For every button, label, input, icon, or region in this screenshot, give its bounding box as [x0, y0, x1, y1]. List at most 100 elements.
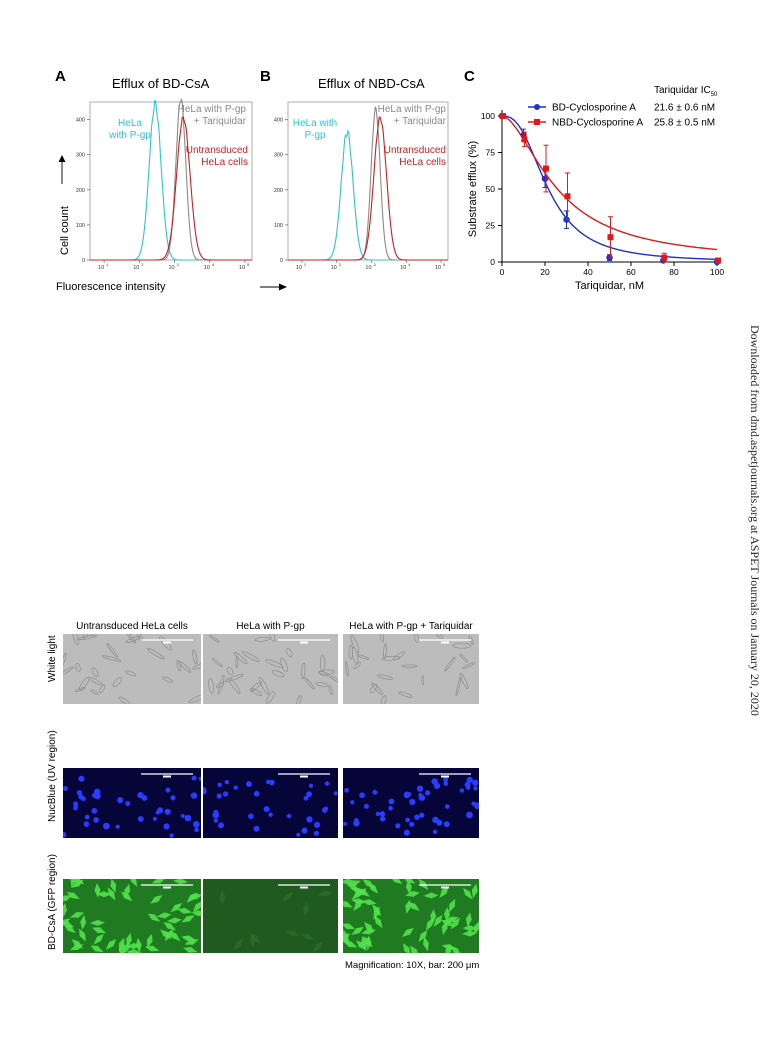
fluorescent-cell — [124, 883, 131, 899]
fluorescent-cell — [145, 945, 160, 952]
scale-bar-label — [163, 775, 171, 778]
x-tick-label: 80 — [669, 267, 679, 277]
fluorescent-cell — [343, 879, 356, 885]
x-tick-label: 100 — [710, 267, 724, 277]
fluorescent-cell — [70, 879, 84, 888]
cell-outline — [146, 648, 165, 660]
cell-outline — [350, 634, 360, 654]
nucleus — [78, 775, 85, 782]
fluorescent-cell — [405, 890, 420, 897]
cell-outline — [401, 664, 418, 668]
cell-outline — [421, 675, 425, 686]
y-tick-label: 100 — [274, 223, 283, 229]
x-tick-label: 10 — [435, 265, 441, 271]
panel-c-label: C — [464, 68, 475, 85]
legend-untransduced: HeLa cells — [201, 157, 248, 168]
nucleus — [407, 792, 412, 797]
cell-outline — [241, 651, 260, 662]
fluorescent-cell — [177, 907, 193, 914]
cell-outline — [63, 666, 75, 677]
cell-outline — [328, 685, 333, 695]
fluorescent-cell — [450, 917, 460, 930]
fluorescent-cell — [181, 935, 196, 942]
x-tick-exponent: 3 — [177, 262, 180, 267]
fluorescent-cell — [374, 915, 383, 929]
nucleus — [180, 813, 185, 818]
cell-outline — [459, 673, 469, 690]
cell-outline — [126, 634, 137, 644]
legend-hela-pgp: HeLa with — [293, 118, 337, 129]
fluorescent-cell — [79, 928, 86, 942]
nucleus — [268, 812, 273, 817]
nucleus — [466, 776, 473, 784]
x-tick-label: 10 — [365, 265, 371, 271]
data-point-nbd — [500, 113, 506, 119]
nucleus — [169, 833, 174, 838]
micrograph-gfp-tariquidar — [343, 879, 479, 953]
legend-hela-pgp: HeLa — [118, 118, 142, 129]
data-point-nbd — [715, 257, 721, 264]
row-label-white-light: White light — [47, 635, 58, 682]
y-tick-label: 300 — [274, 153, 283, 159]
nucleus — [248, 813, 254, 819]
fluorescent-cell — [343, 923, 356, 930]
x-tick-label: 20 — [540, 267, 550, 277]
nucleus — [253, 790, 260, 797]
nucleus — [296, 832, 301, 837]
nucleus — [403, 829, 410, 836]
y-tick-label: 0 — [82, 258, 85, 264]
cell-outline — [211, 657, 223, 667]
nucleus — [324, 781, 330, 786]
nucleus — [419, 812, 425, 818]
curve-untransduced — [90, 116, 252, 261]
download-side-note: Downloaded from dmd.aspetjournals.org at… — [748, 325, 762, 716]
nucleus — [137, 815, 144, 822]
nucleus — [333, 791, 338, 796]
nucleus — [83, 821, 90, 827]
nucleus — [372, 789, 378, 795]
cell-outline — [249, 681, 262, 692]
nucleus — [444, 804, 450, 809]
cell-outline — [353, 662, 361, 670]
fluorescent-cell — [363, 921, 375, 933]
nucleus — [245, 781, 252, 788]
cell-outline — [233, 652, 248, 665]
fluorescent-cell — [146, 933, 153, 949]
fluorescent-cell — [440, 920, 455, 927]
fluorescent-cell — [192, 900, 201, 913]
nucleus — [388, 805, 393, 811]
fluorescent-cell — [181, 915, 195, 923]
nucleus — [63, 786, 68, 792]
nucleus — [425, 790, 431, 796]
scale-bar-label — [441, 886, 449, 889]
fluorescent-cell — [249, 933, 256, 949]
y-tick-label: 400 — [274, 118, 283, 124]
cell-outline — [265, 691, 275, 704]
scale-bar-label — [300, 641, 308, 644]
fluorescent-cell — [93, 933, 104, 945]
micrograph-white-pgp — [203, 634, 338, 704]
col-label-tariquidar: HeLa with P-gp + Tariquidar — [349, 621, 473, 632]
cell-outline — [295, 695, 302, 704]
nucleus — [165, 787, 171, 793]
cell-outline — [250, 688, 262, 696]
y-tick-label: 300 — [76, 153, 85, 159]
micrograph-gfp-untransduced — [63, 879, 201, 953]
fluorescent-cell — [439, 886, 449, 899]
nucleus — [137, 791, 144, 799]
nucleus — [115, 824, 120, 829]
x-axis-arrowhead — [279, 283, 287, 291]
fluorescent-cell — [156, 912, 172, 919]
fluorescent-cell — [170, 902, 183, 913]
fluorescent-cell — [433, 914, 443, 927]
x-tick-exponent: 1 — [304, 262, 307, 267]
cell-outline — [269, 634, 276, 642]
fluorescent-cell — [69, 912, 85, 918]
nucleus — [306, 791, 313, 798]
fluorescent-cell — [425, 917, 434, 931]
legend-hela-pgp: with P-gp — [108, 130, 151, 141]
legend-untransduced: HeLa cells — [399, 157, 446, 168]
cell-outline — [348, 644, 353, 660]
cell-outline — [304, 677, 315, 690]
